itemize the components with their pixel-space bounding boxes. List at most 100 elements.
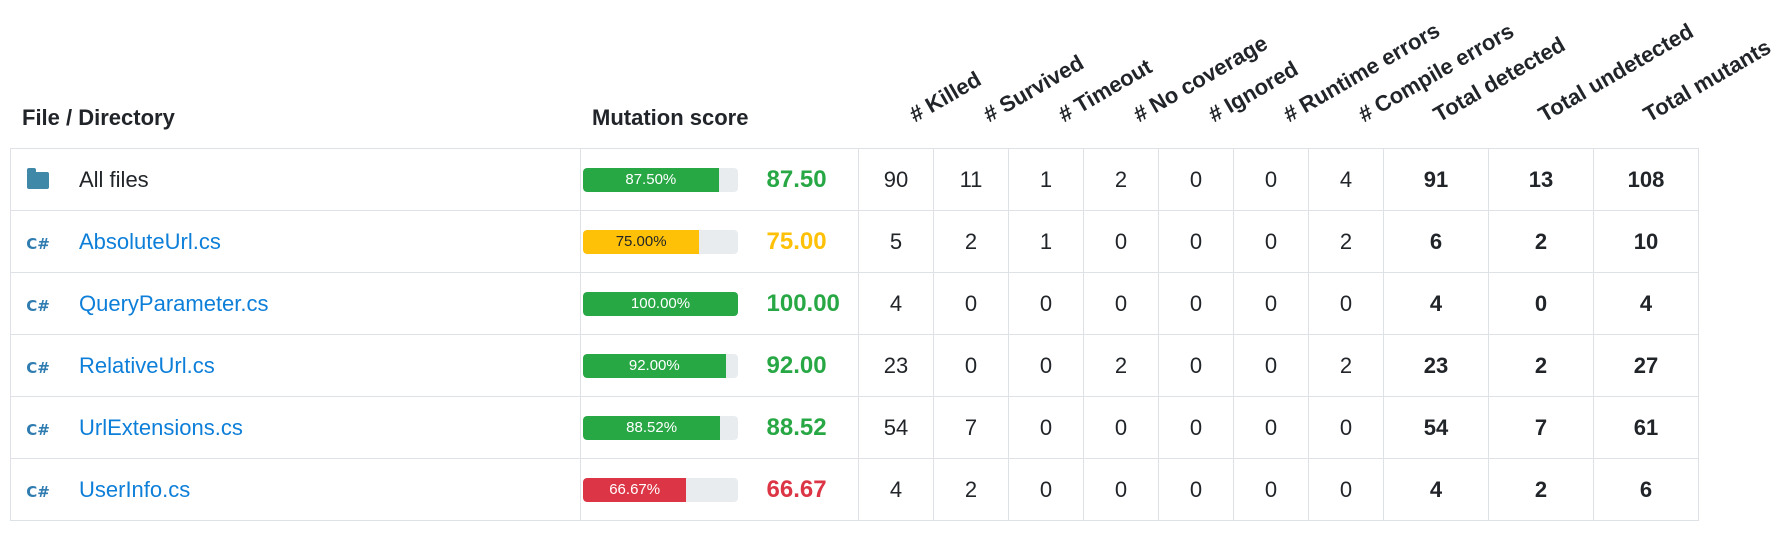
score-progress-bar: 66.67% xyxy=(583,477,738,502)
column-header-file: File / Directory xyxy=(22,105,175,130)
compile-errors-count: 2 xyxy=(1308,334,1384,397)
file-link[interactable]: AbsoluteUrl.cs xyxy=(79,229,221,255)
mutation-score-value: 66.67 xyxy=(740,458,859,521)
ignored-count: 0 xyxy=(1158,210,1234,273)
total-mutants-count: 108 xyxy=(1593,148,1699,211)
ignored-count: 0 xyxy=(1158,272,1234,335)
compile-errors-count: 0 xyxy=(1308,458,1384,521)
killed-count: 23 xyxy=(858,334,934,397)
mutation-score-value: 100.00 xyxy=(740,272,859,335)
total-undetected-count: 0 xyxy=(1488,272,1594,335)
folder-icon xyxy=(23,167,53,193)
ignored-count: 0 xyxy=(1158,334,1234,397)
total-mutants-count: 6 xyxy=(1593,458,1699,521)
total-detected-count: 4 xyxy=(1383,458,1489,521)
survived-count: 0 xyxy=(933,334,1009,397)
timeout-count: 1 xyxy=(1008,148,1084,211)
total-detected-count: 54 xyxy=(1383,396,1489,459)
mutation-table: All files 87.50% 87.50 90 11 1 2 0 0 4 91 13 108 C# Ab… xyxy=(10,148,1699,521)
no-coverage-count: 2 xyxy=(1083,334,1159,397)
file-cell: C# UrlExtensions.cs xyxy=(10,396,581,459)
survived-count: 2 xyxy=(933,210,1009,273)
total-undetected-count: 2 xyxy=(1488,210,1594,273)
total-undetected-count: 13 xyxy=(1488,148,1594,211)
table-row: All files 87.50% 87.50 90 11 1 2 0 0 4 91 13 108 xyxy=(10,148,1699,211)
csharp-file-icon: C# xyxy=(26,235,50,254)
timeout-count: 0 xyxy=(1008,334,1084,397)
table-row: C# UrlExtensions.cs 88.52% 88.52 54 7 0 0 0 0 0 54 7… xyxy=(10,396,1699,459)
runtime-errors-count: 0 xyxy=(1233,458,1309,521)
file-link[interactable]: UrlExtensions.cs xyxy=(79,415,243,441)
progress-fill: 92.00% xyxy=(583,353,726,378)
runtime-errors-count: 0 xyxy=(1233,334,1309,397)
table-row: C# UserInfo.cs 66.67% 66.67 4 2 0 0 0 0 0 4 2 6 xyxy=(10,458,1699,521)
mutation-score-value: 87.50 xyxy=(740,148,859,211)
total-mutants-count: 4 xyxy=(1593,272,1699,335)
mutation-score-value: 75.00 xyxy=(740,210,859,273)
progress-cell: 75.00% xyxy=(580,210,741,273)
file-cell: C# RelativeUrl.cs xyxy=(10,334,581,397)
ignored-count: 0 xyxy=(1158,458,1234,521)
file-cell: C# AbsoluteUrl.cs xyxy=(10,210,581,273)
file-link[interactable]: RelativeUrl.cs xyxy=(79,353,215,379)
mutation-score-value: 88.52 xyxy=(740,396,859,459)
no-coverage-count: 0 xyxy=(1083,210,1159,273)
timeout-count: 0 xyxy=(1008,272,1084,335)
table-row: C# QueryParameter.cs 100.00% 100.00 4 0 0 0 0 0 0 4… xyxy=(10,272,1699,335)
file-cell: C# QueryParameter.cs xyxy=(10,272,581,335)
compile-errors-count: 0 xyxy=(1308,396,1384,459)
survived-count: 11 xyxy=(933,148,1009,211)
directory-label[interactable]: All files xyxy=(79,167,149,193)
progress-fill: 100.00% xyxy=(583,291,738,316)
ignored-count: 0 xyxy=(1158,148,1234,211)
runtime-errors-count: 0 xyxy=(1233,210,1309,273)
file-cell: All files xyxy=(10,148,581,211)
file-link[interactable]: UserInfo.cs xyxy=(79,477,191,503)
mutation-score-value: 92.00 xyxy=(740,334,859,397)
timeout-count: 0 xyxy=(1008,396,1084,459)
no-coverage-count: 0 xyxy=(1083,458,1159,521)
score-progress-bar: 92.00% xyxy=(583,353,738,378)
ignored-count: 0 xyxy=(1158,396,1234,459)
progress-fill: 66.67% xyxy=(583,477,687,502)
survived-count: 0 xyxy=(933,272,1009,335)
runtime-errors-count: 0 xyxy=(1233,396,1309,459)
progress-fill: 75.00% xyxy=(583,229,700,254)
killed-count: 54 xyxy=(858,396,934,459)
score-progress-bar: 88.52% xyxy=(583,415,738,440)
file-cell: C# UserInfo.cs xyxy=(10,458,581,521)
killed-count: 90 xyxy=(858,148,934,211)
csharp-file-icon: C# xyxy=(26,421,50,440)
total-detected-count: 4 xyxy=(1383,272,1489,335)
progress-cell: 66.67% xyxy=(580,458,741,521)
survived-count: 2 xyxy=(933,458,1009,521)
total-undetected-count: 7 xyxy=(1488,396,1594,459)
progress-cell: 92.00% xyxy=(580,334,741,397)
killed-count: 4 xyxy=(858,458,934,521)
total-detected-count: 23 xyxy=(1383,334,1489,397)
total-undetected-count: 2 xyxy=(1488,334,1594,397)
runtime-errors-count: 0 xyxy=(1233,272,1309,335)
total-detected-count: 6 xyxy=(1383,210,1489,273)
timeout-count: 1 xyxy=(1008,210,1084,273)
column-header-killed: # Killed xyxy=(905,66,986,128)
score-progress-bar: 87.50% xyxy=(583,167,738,192)
no-coverage-count: 0 xyxy=(1083,272,1159,335)
column-header-mutation-score: Mutation score xyxy=(592,105,749,130)
no-coverage-count: 0 xyxy=(1083,396,1159,459)
runtime-errors-count: 0 xyxy=(1233,148,1309,211)
killed-count: 4 xyxy=(858,272,934,335)
file-link[interactable]: QueryParameter.cs xyxy=(79,291,269,317)
compile-errors-count: 0 xyxy=(1308,272,1384,335)
compile-errors-count: 2 xyxy=(1308,210,1384,273)
csharp-file-icon: C# xyxy=(26,359,50,378)
score-progress-bar: 75.00% xyxy=(583,229,738,254)
score-progress-bar: 100.00% xyxy=(583,291,738,316)
csharp-file-icon: C# xyxy=(26,483,50,502)
table-row: C# RelativeUrl.cs 92.00% 92.00 23 0 0 2 0 0 2 23 2 27 xyxy=(10,334,1699,397)
total-undetected-count: 2 xyxy=(1488,458,1594,521)
progress-cell: 100.00% xyxy=(580,272,741,335)
csharp-file-icon: C# xyxy=(26,297,50,316)
no-coverage-count: 2 xyxy=(1083,148,1159,211)
progress-fill: 87.50% xyxy=(583,167,719,192)
